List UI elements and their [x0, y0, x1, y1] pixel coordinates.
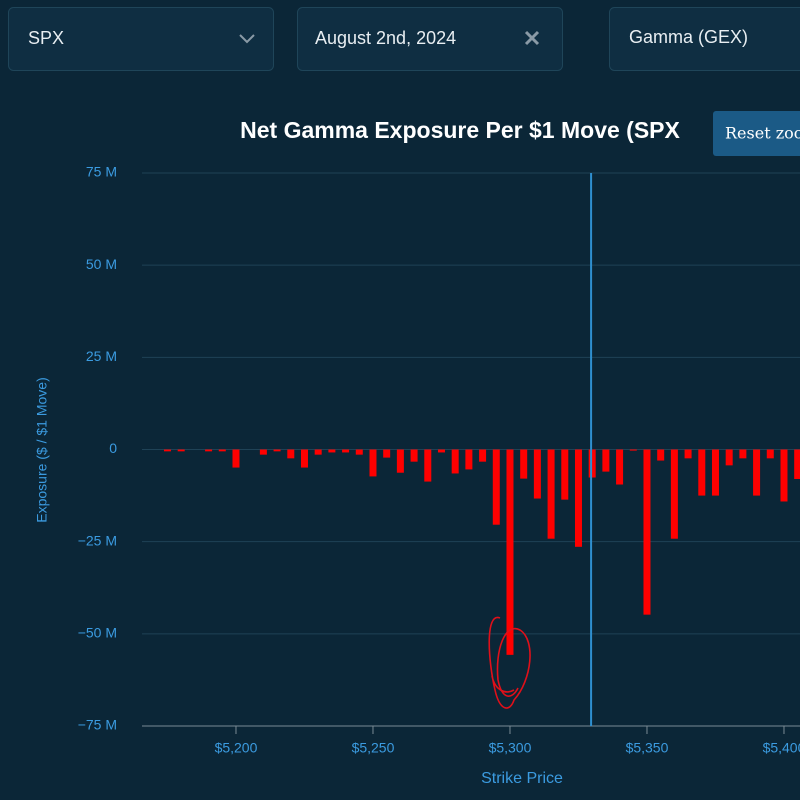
bar — [410, 449, 418, 462]
dropdown-arrow — [239, 34, 255, 44]
x-axis-label: Strike Price — [481, 770, 563, 787]
bar — [163, 449, 171, 452]
bar — [369, 449, 377, 477]
bar — [794, 449, 800, 479]
x-tick-label: $5,400 — [763, 740, 800, 756]
bar — [177, 449, 185, 452]
date-text: August 2nd, 2024 — [315, 28, 456, 48]
bar — [218, 449, 226, 452]
bar — [383, 449, 391, 458]
bar — [725, 449, 733, 466]
metric-select[interactable] — [609, 7, 800, 71]
bar — [328, 449, 336, 453]
bar — [232, 449, 240, 468]
symbol-select[interactable] — [8, 7, 274, 71]
bar — [533, 449, 541, 499]
bar — [711, 449, 719, 496]
bar — [574, 449, 582, 547]
bar — [355, 449, 363, 455]
plot: 75 M 50 M 25 M 0 −25 M −50 M −75 M $5,200 $5,250… — [78, 164, 800, 756]
clear-icon[interactable] — [524, 30, 540, 46]
bar — [766, 449, 774, 459]
reset-text: Reset zoom — [725, 124, 800, 143]
bar — [698, 449, 706, 496]
chart-title: Net Gamma Exposure Per $1 Move (SPX — [240, 117, 680, 143]
bar — [465, 449, 473, 470]
x-tick-label: $5,300 — [489, 740, 532, 756]
symbol-text: SPX — [28, 28, 64, 48]
bar — [602, 449, 610, 472]
bar — [780, 449, 788, 502]
bar — [396, 449, 404, 473]
y-tick-label: −75 M — [78, 717, 117, 733]
bar — [657, 449, 665, 461]
bar — [753, 449, 761, 496]
bar — [561, 449, 569, 500]
bar — [451, 449, 459, 474]
bar — [492, 449, 500, 525]
bar — [259, 449, 267, 455]
y-tick-label: 50 M — [86, 256, 117, 272]
bar — [273, 449, 281, 452]
x-tick-label: $5,200 — [215, 740, 258, 756]
bar — [424, 449, 432, 482]
bar — [643, 449, 651, 615]
y-tick-label: 0 — [109, 440, 117, 456]
y-axis-label: Exposure ($ / $1 Move) — [34, 377, 50, 523]
bar — [314, 449, 322, 455]
bar — [437, 449, 445, 453]
y-tick-label: −50 M — [78, 625, 117, 641]
x-tick-label: $5,350 — [626, 740, 669, 756]
y-tick-label: 75 M — [86, 164, 117, 180]
bar — [205, 449, 213, 452]
bar — [506, 449, 514, 655]
reset-button[interactable] — [713, 111, 800, 156]
bar — [629, 449, 637, 451]
bar — [547, 449, 555, 539]
x-tick-label: $5,250 — [352, 740, 395, 756]
bar — [588, 449, 596, 478]
y-tick-label: 25 M — [86, 348, 117, 364]
bar — [520, 449, 528, 479]
bar — [300, 449, 308, 468]
date-input[interactable] — [297, 7, 563, 71]
hand-drawn-circle — [488, 616, 531, 709]
y-tick-label: −25 M — [78, 532, 117, 548]
metric-text: Gamma (GEX) — [629, 27, 748, 47]
bar — [670, 449, 678, 539]
bar — [739, 449, 747, 459]
bar — [479, 449, 487, 462]
bar — [287, 449, 295, 459]
bar — [342, 449, 350, 453]
bar — [684, 449, 692, 459]
bar — [616, 449, 624, 485]
